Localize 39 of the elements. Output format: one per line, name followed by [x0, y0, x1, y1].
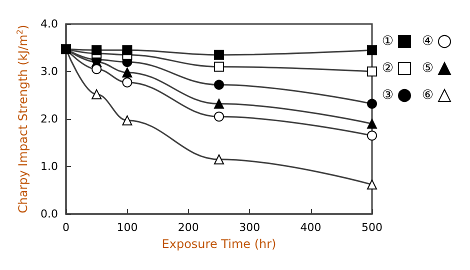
x-tick-label: 400	[300, 221, 322, 234]
point	[367, 180, 377, 190]
y-axis-title: Charpy Impact Strength (kJ/m2)	[16, 24, 30, 214]
y-tick-label: 2.0	[40, 112, 58, 126]
legend-label: ③	[382, 88, 394, 103]
point	[122, 45, 132, 56]
point	[92, 64, 102, 74]
legend-label: ②	[382, 61, 394, 76]
point	[92, 89, 102, 100]
legend-label: ⑤	[422, 61, 434, 76]
legend-label: ①	[382, 34, 394, 49]
point	[214, 62, 224, 72]
x-tick-label: 500	[362, 221, 382, 234]
point	[367, 98, 377, 109]
point	[122, 67, 132, 78]
point	[122, 77, 132, 88]
point	[92, 45, 102, 56]
legend-label: ⑥	[422, 88, 434, 103]
point	[61, 44, 71, 54]
x-tick-label: 300	[239, 221, 260, 234]
point	[367, 66, 377, 76]
y-tick-label: 4.0	[40, 18, 58, 30]
point	[122, 115, 132, 126]
x-axis-title: Exposure Time (hr)	[162, 237, 276, 251]
y-tick-label: 0.0	[40, 208, 58, 220]
legend-label: ④	[422, 34, 434, 49]
point	[214, 154, 224, 164]
y-tick-label: 1.0	[40, 160, 58, 173]
point	[367, 130, 377, 141]
point	[214, 50, 224, 60]
x-tick-label: 200	[178, 221, 199, 234]
point	[367, 45, 377, 56]
y-tick-label: 3.0	[40, 65, 58, 78]
x-tick-label: 0	[62, 221, 70, 234]
point	[367, 118, 377, 129]
point	[214, 98, 224, 109]
point	[214, 80, 224, 90]
x-tick-label: 100	[116, 221, 138, 234]
point	[214, 112, 224, 122]
